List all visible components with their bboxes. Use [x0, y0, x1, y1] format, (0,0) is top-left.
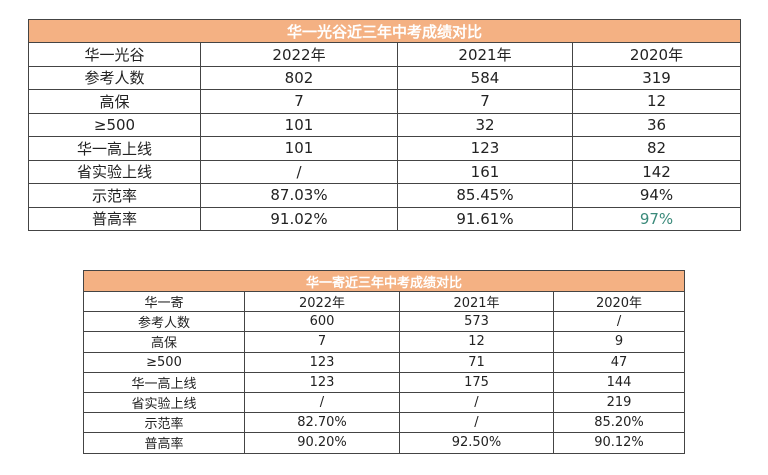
- table-cell: 82: [571, 136, 742, 161]
- table-row: 省实验上线 / 161 142: [28, 159, 742, 184]
- guanggu-score-table: 华一光谷近三年中考成绩对比 华一光谷 2022年 2021年 2020年 参考人…: [27, 19, 742, 231]
- table-row: 华一高上线 101 123 82: [28, 136, 742, 161]
- table-cell: /: [552, 311, 686, 333]
- table-cell: 85.20%: [552, 412, 686, 434]
- table-cell: 9: [552, 331, 686, 353]
- table-title-row: 华一寄近三年中考成绩对比: [82, 270, 686, 292]
- table-cell: 802: [200, 65, 398, 90]
- table-row: 高保 7 12 9: [83, 331, 686, 353]
- table-cell: /: [244, 391, 400, 414]
- header-cell: 2022年: [244, 290, 400, 313]
- table-cell: 32: [397, 112, 573, 137]
- table-cell: 142: [571, 159, 742, 184]
- header-cell: 华一寄: [83, 290, 245, 313]
- header-cell: 2020年: [552, 290, 686, 313]
- table-cell: 82.70%: [244, 412, 400, 434]
- header-cell: 2021年: [397, 42, 573, 67]
- table-cell: 123: [244, 351, 400, 373]
- table-cell: 175: [399, 371, 554, 393]
- table-cell: 90.20%: [244, 432, 400, 454]
- table-cell: 7: [244, 331, 400, 353]
- row-label: 高保: [83, 331, 245, 353]
- table-cell: 87.03%: [200, 183, 398, 208]
- table-cell: 71: [399, 351, 554, 373]
- jixiao-score-table: 华一寄近三年中考成绩对比 华一寄 2022年 2021年 2020年 参考人数 …: [82, 270, 686, 454]
- row-label: 参考人数: [28, 65, 201, 90]
- table-cell: 94%: [571, 183, 742, 208]
- header-cell: 2020年: [571, 42, 742, 67]
- table-row: 普高率 90.20% 92.50% 90.12%: [83, 432, 686, 454]
- table-row: 华一高上线 123 175 144: [83, 371, 686, 393]
- row-label: 示范率: [83, 412, 245, 434]
- row-label: 参考人数: [83, 311, 245, 333]
- row-label: ≥500: [28, 112, 201, 137]
- table-cell: 319: [571, 65, 742, 90]
- table-title-row: 华一光谷近三年中考成绩对比: [27, 19, 742, 43]
- table-row: ≥500 123 71 47: [83, 351, 686, 373]
- row-label: 普高率: [83, 432, 245, 454]
- table-cell: /: [200, 159, 398, 184]
- table-cell: 92.50%: [399, 432, 554, 454]
- table-cell: 101: [200, 112, 398, 137]
- table-title: 华一光谷近三年中考成绩对比: [27, 19, 742, 43]
- table-cell: 7: [200, 89, 398, 114]
- table-cell: 47: [552, 351, 686, 373]
- table-cell: /: [399, 412, 554, 434]
- table-row: 示范率 82.70% / 85.20%: [83, 412, 686, 434]
- row-label: 示范率: [28, 183, 201, 208]
- table-cell: 12: [571, 89, 742, 114]
- header-cell: 2021年: [399, 290, 554, 313]
- table-row: 普高率 91.02% 91.61% 97%: [28, 206, 742, 231]
- table-title: 华一寄近三年中考成绩对比: [82, 270, 686, 292]
- table-cell: 91.61%: [397, 206, 573, 231]
- table-cell: 584: [397, 65, 573, 90]
- table-cell: 91.02%: [200, 206, 398, 231]
- table-row: 参考人数 802 584 319: [28, 65, 742, 90]
- table-row: 参考人数 600 573 /: [83, 311, 686, 333]
- table-header-row: 华一寄 2022年 2021年 2020年: [83, 290, 686, 313]
- table-row: 示范率 87.03% 85.45% 94%: [28, 183, 742, 208]
- table-row: ≥500 101 32 36: [28, 112, 742, 137]
- table-header-row: 华一光谷 2022年 2021年 2020年: [28, 42, 742, 67]
- table-cell: 36: [571, 112, 742, 137]
- table-cell: 600: [244, 311, 400, 333]
- table-cell: 7: [397, 89, 573, 114]
- row-label: 高保: [28, 89, 201, 114]
- table-cell: 144: [552, 371, 686, 393]
- table-row: 高保 7 7 12: [28, 89, 742, 114]
- row-label: 省实验上线: [83, 391, 245, 414]
- table-cell: 101: [200, 136, 398, 161]
- row-label: 普高率: [28, 206, 201, 231]
- table-cell: 573: [399, 311, 554, 333]
- row-label: 华一高上线: [83, 371, 245, 393]
- table-cell: 161: [397, 159, 573, 184]
- table-row: 省实验上线 / / 219: [83, 391, 686, 414]
- table-cell: 12: [399, 331, 554, 353]
- row-label: 省实验上线: [28, 159, 201, 184]
- header-cell: 华一光谷: [28, 42, 201, 67]
- table-cell: 123: [244, 371, 400, 393]
- table-cell: 123: [397, 136, 573, 161]
- table-cell: 90.12%: [552, 432, 686, 454]
- row-label: ≥500: [83, 351, 245, 373]
- table-cell: 85.45%: [397, 183, 573, 208]
- table-cell: 97%: [571, 206, 742, 231]
- table-cell: /: [399, 391, 554, 414]
- row-label: 华一高上线: [28, 136, 201, 161]
- header-cell: 2022年: [200, 42, 398, 67]
- table-cell: 219: [552, 391, 686, 414]
